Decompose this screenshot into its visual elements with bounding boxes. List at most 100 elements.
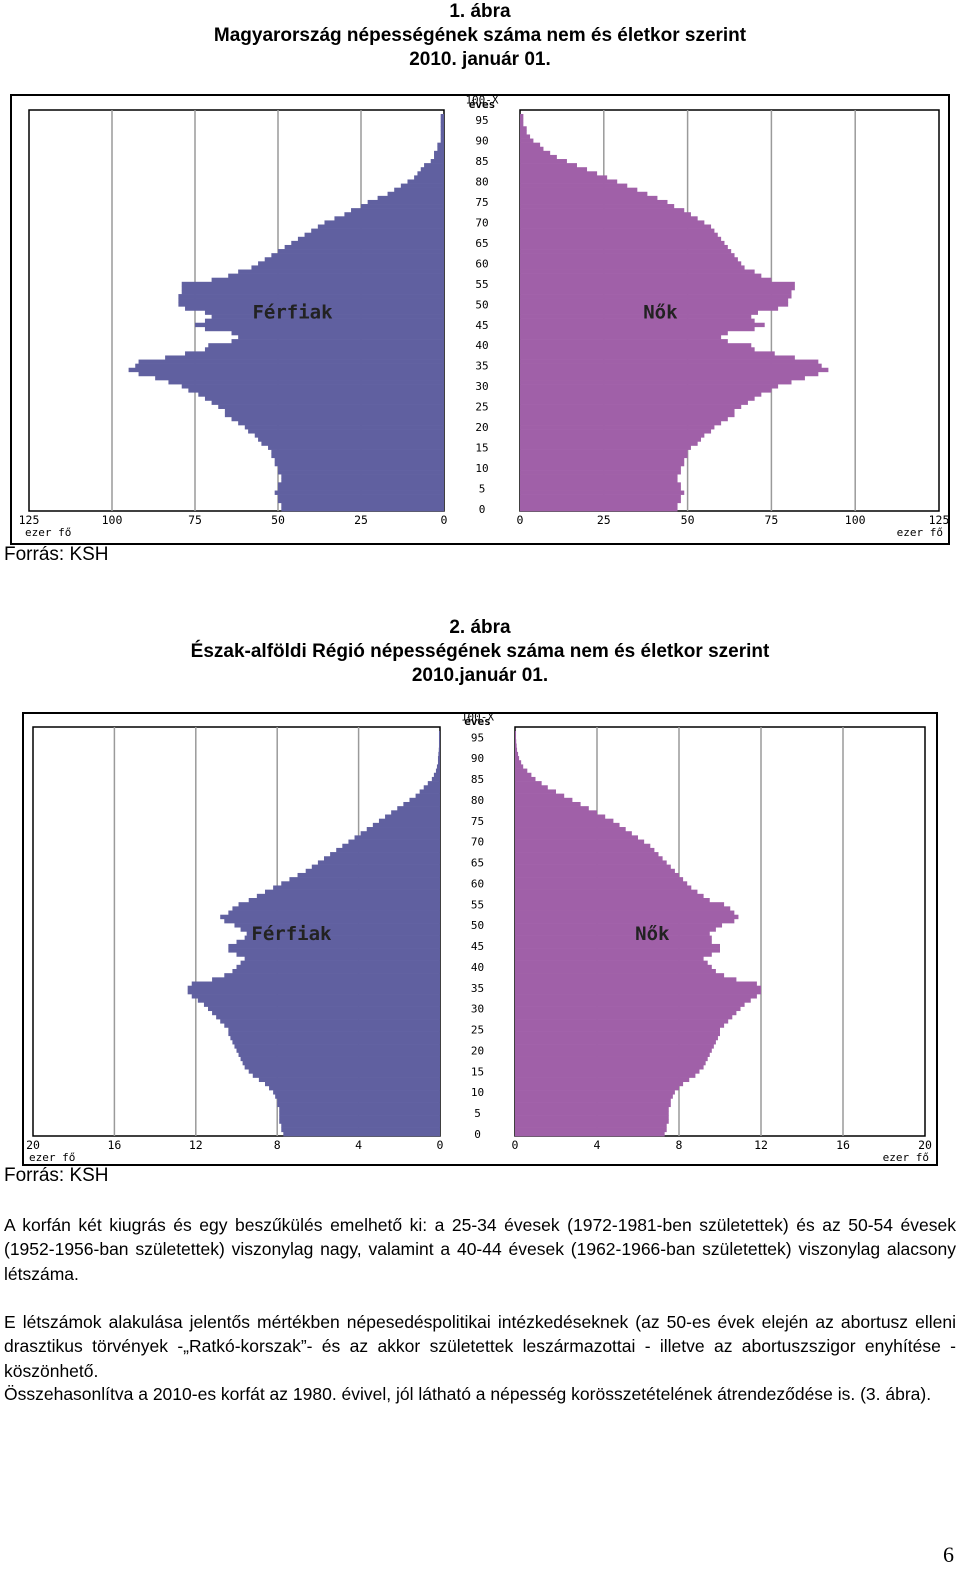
bar-male: [248, 898, 440, 903]
bar-male: [191, 994, 440, 999]
age-tick-label: 85: [471, 773, 484, 786]
bar-male: [238, 1052, 440, 1057]
bar-female: [515, 1081, 684, 1087]
x-tick-label-left: 0: [441, 513, 448, 527]
bar-female: [515, 822, 620, 828]
bar-male: [224, 918, 440, 924]
x-tick-label-right: 0: [517, 513, 524, 527]
bar-male: [204, 326, 444, 332]
age-tick-label: 70: [471, 836, 484, 849]
bar-female: [520, 347, 755, 352]
bar-male: [238, 335, 444, 340]
bar-female: [515, 985, 761, 991]
age-tick-label: 0: [474, 1128, 481, 1141]
bar-male: [281, 1127, 440, 1133]
bar-female: [515, 1123, 667, 1128]
bar-male: [264, 257, 444, 262]
unit-label-right: ezer fő: [883, 1151, 929, 1164]
bar-male: [271, 253, 444, 258]
x-tick-label-left: 75: [188, 513, 202, 527]
bar-male: [283, 1131, 440, 1137]
age-tick-label: 15: [475, 442, 488, 455]
x-tick-label-left: 0: [437, 1138, 444, 1152]
bar-female: [515, 877, 684, 882]
bar-male: [372, 822, 440, 828]
bar-female: [515, 952, 712, 957]
bar-male: [195, 322, 444, 328]
bar-female: [515, 902, 725, 907]
bar-female: [520, 244, 728, 250]
bar-male: [342, 843, 440, 849]
bar-male: [440, 130, 444, 135]
bar-female: [520, 281, 795, 287]
bar-female: [515, 801, 581, 807]
bar-female: [520, 224, 712, 229]
age-tick-label: 10: [471, 1086, 484, 1099]
bar-female: [515, 1044, 714, 1049]
bar-male: [228, 943, 440, 949]
bar-female: [520, 261, 742, 266]
age-tick-label: 5: [474, 1107, 481, 1120]
age-tick-label: 15: [471, 1065, 484, 1078]
bar-male: [297, 872, 440, 878]
unit-label-left: ezer fő: [25, 526, 71, 539]
bar-male: [278, 494, 444, 500]
bar-female: [515, 935, 712, 941]
bar-female: [515, 860, 667, 865]
bar-female: [520, 257, 738, 262]
bar-male: [277, 1102, 440, 1108]
bar-female: [515, 1085, 679, 1091]
bar-female: [515, 1127, 667, 1133]
age-tick-label: 75: [471, 815, 484, 828]
bar-male: [440, 134, 444, 139]
bar-female: [515, 764, 524, 769]
age-tick-label: 55: [471, 898, 484, 911]
bar-female: [520, 388, 772, 393]
age-tick-label: 100-X: [461, 714, 494, 723]
bar-female: [520, 306, 779, 311]
bar-male: [228, 948, 440, 953]
age-tick-label: 95: [471, 731, 484, 744]
bar-male: [361, 204, 444, 209]
age-tick-label: 90: [471, 752, 484, 765]
bar-male: [271, 453, 444, 459]
x-tick-label-right: 75: [764, 513, 778, 527]
bar-male: [185, 351, 445, 356]
bar-male: [191, 981, 440, 986]
bar-male: [417, 171, 444, 176]
x-tick-label-left: 50: [271, 513, 285, 527]
bar-female: [515, 810, 597, 815]
bar-male: [414, 175, 444, 180]
paragraph-1: A korfán két kiugrás és egy beszűkülés e…: [4, 1215, 956, 1284]
bar-female: [520, 343, 752, 348]
bar-male: [278, 470, 444, 475]
bar-male: [231, 416, 444, 422]
bar-female: [515, 1110, 669, 1116]
x-tick-label-left: 125: [19, 513, 40, 527]
bar-female: [520, 310, 758, 315]
bar-female: [515, 864, 671, 870]
bar-male: [155, 375, 444, 381]
bar-female: [520, 380, 792, 385]
bar-male: [274, 457, 444, 463]
age-tick-label: 95: [475, 114, 488, 127]
bar-female: [520, 404, 742, 409]
bar-female: [515, 1035, 718, 1041]
bar-female: [520, 130, 527, 135]
bar-male: [218, 404, 444, 409]
bar-female: [520, 236, 722, 242]
bar-female: [520, 114, 524, 119]
bar-male: [224, 973, 440, 978]
bar-female: [520, 351, 775, 356]
bar-female: [520, 498, 681, 504]
bar-male: [278, 486, 444, 491]
bar-female: [520, 265, 745, 270]
bar-female: [520, 285, 795, 291]
bar-male: [274, 490, 444, 495]
bar-male: [230, 1035, 440, 1041]
bar-female: [515, 1098, 671, 1103]
bar-male: [420, 167, 444, 172]
series-label-female: Nők: [643, 302, 678, 324]
bar-female: [520, 461, 685, 467]
bar-male: [138, 359, 444, 364]
